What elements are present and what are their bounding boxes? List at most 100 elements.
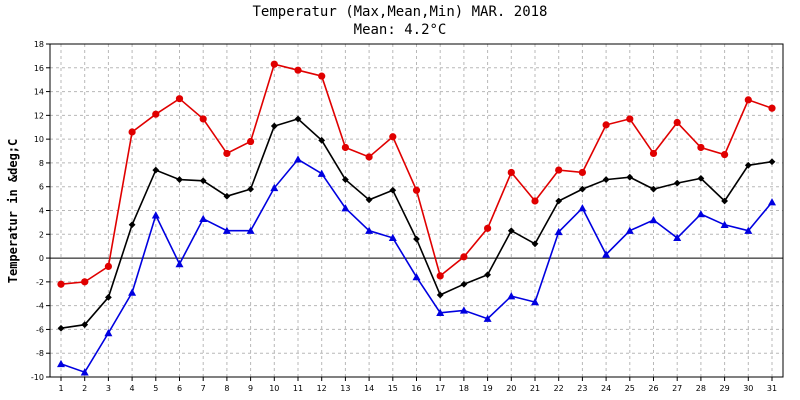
data-point-max <box>175 95 184 103</box>
data-point-min <box>175 260 184 268</box>
data-point-mean <box>389 186 397 194</box>
x-tick-label: 22 <box>554 384 564 393</box>
data-point-min <box>388 233 397 242</box>
data-point-min <box>649 216 658 224</box>
x-tick-label: 18 <box>459 384 469 393</box>
data-point-min <box>294 155 302 163</box>
series <box>57 60 776 376</box>
y-tick-label: -2 <box>36 278 44 287</box>
data-point-min <box>483 314 492 322</box>
x-tick-label: 6 <box>177 384 182 393</box>
data-point-max <box>460 253 468 261</box>
data-point-max <box>57 280 65 288</box>
data-point-mean <box>626 173 634 181</box>
data-point-mean <box>176 176 183 183</box>
data-point-max <box>697 143 705 152</box>
data-point-mean <box>507 227 515 235</box>
x-tick-label: 25 <box>625 384 635 393</box>
x-tick-label: 11 <box>293 384 303 393</box>
data-point-max <box>389 133 397 141</box>
x-tick-label: 4 <box>130 384 135 393</box>
x-tick-label: 15 <box>388 384 398 393</box>
data-point-min <box>720 220 729 228</box>
y-tick-label: 16 <box>34 64 44 73</box>
data-point-max <box>341 143 349 152</box>
data-point-max <box>744 96 752 104</box>
data-point-max <box>223 149 231 158</box>
data-point-mean <box>460 280 468 288</box>
data-point-mean <box>650 185 657 193</box>
x-tick-label: 14 <box>364 384 374 393</box>
x-tick-label: 30 <box>743 384 753 393</box>
x-tick-label: 24 <box>601 384 611 393</box>
data-point-max <box>578 168 587 177</box>
data-point-max <box>555 166 563 174</box>
data-point-mean <box>270 122 278 130</box>
y-tick-label: 14 <box>34 88 44 97</box>
data-point-min <box>57 359 65 368</box>
x-tick-label: 10 <box>269 384 279 393</box>
data-point-max <box>531 197 539 205</box>
data-point-min <box>602 250 611 258</box>
data-point-mean <box>247 185 254 193</box>
x-tick-label: 20 <box>506 384 516 393</box>
x-tick-label: 16 <box>411 384 421 393</box>
data-point-mean <box>199 177 207 185</box>
data-point-min <box>270 183 279 192</box>
data-point-min <box>625 226 634 234</box>
x-tick-label: 12 <box>317 384 327 393</box>
y-tick-label: 0 <box>39 254 44 263</box>
data-point-max <box>199 115 207 123</box>
data-point-min <box>104 328 113 337</box>
data-point-max <box>721 151 729 159</box>
y-tick-label: 18 <box>34 40 44 49</box>
y-tick-label: -8 <box>36 349 44 358</box>
y-tick-label: 10 <box>34 135 44 144</box>
data-point-max <box>294 66 302 74</box>
data-point-mean <box>579 185 586 193</box>
x-tick-label: 17 <box>435 384 445 393</box>
data-point-max <box>507 168 515 177</box>
data-point-mean <box>413 235 420 243</box>
y-tick-label: -10 <box>31 373 44 382</box>
chart-title: Temperatur (Max,Mean,Min) MAR. 2018 <box>252 4 548 20</box>
data-point-mean <box>555 197 563 205</box>
x-tick-label: 2 <box>82 384 87 393</box>
data-point-min <box>341 204 350 212</box>
data-point-mean <box>697 174 705 182</box>
data-point-min <box>507 292 516 300</box>
data-point-mean <box>484 271 491 279</box>
data-point-min <box>151 211 160 219</box>
x-tick-label: 26 <box>648 384 658 393</box>
x-tick-label: 9 <box>248 384 253 393</box>
data-point-max <box>152 110 160 118</box>
data-point-min <box>80 368 89 376</box>
y-tick-label: 8 <box>39 159 44 168</box>
data-point-mean <box>365 196 373 204</box>
data-point-max <box>602 121 610 129</box>
data-point-mean <box>768 158 776 166</box>
data-point-mean <box>673 179 681 187</box>
chart-subtitle: Mean: 4.2°C <box>353 22 447 38</box>
data-point-mean <box>436 291 444 299</box>
data-point-mean <box>81 321 89 329</box>
data-point-min <box>673 233 682 242</box>
y-tick-label: 2 <box>39 230 44 239</box>
y-tick-label: -4 <box>36 302 44 311</box>
x-tick-label: 7 <box>201 384 206 393</box>
data-point-min <box>222 226 231 234</box>
y-tick-label: 6 <box>39 183 44 192</box>
data-point-min <box>365 226 374 234</box>
data-point-min <box>744 226 753 234</box>
data-point-mean <box>744 161 752 169</box>
data-point-max <box>484 224 492 232</box>
x-tick-label: 28 <box>696 384 706 393</box>
y-tick-label: 12 <box>34 111 44 120</box>
x-tick-label: 23 <box>577 384 587 393</box>
data-point-max <box>626 115 634 123</box>
x-tick-label: 27 <box>672 384 682 393</box>
data-point-max <box>365 153 373 161</box>
x-tick-label: 1 <box>58 384 63 393</box>
data-point-min <box>459 306 468 314</box>
